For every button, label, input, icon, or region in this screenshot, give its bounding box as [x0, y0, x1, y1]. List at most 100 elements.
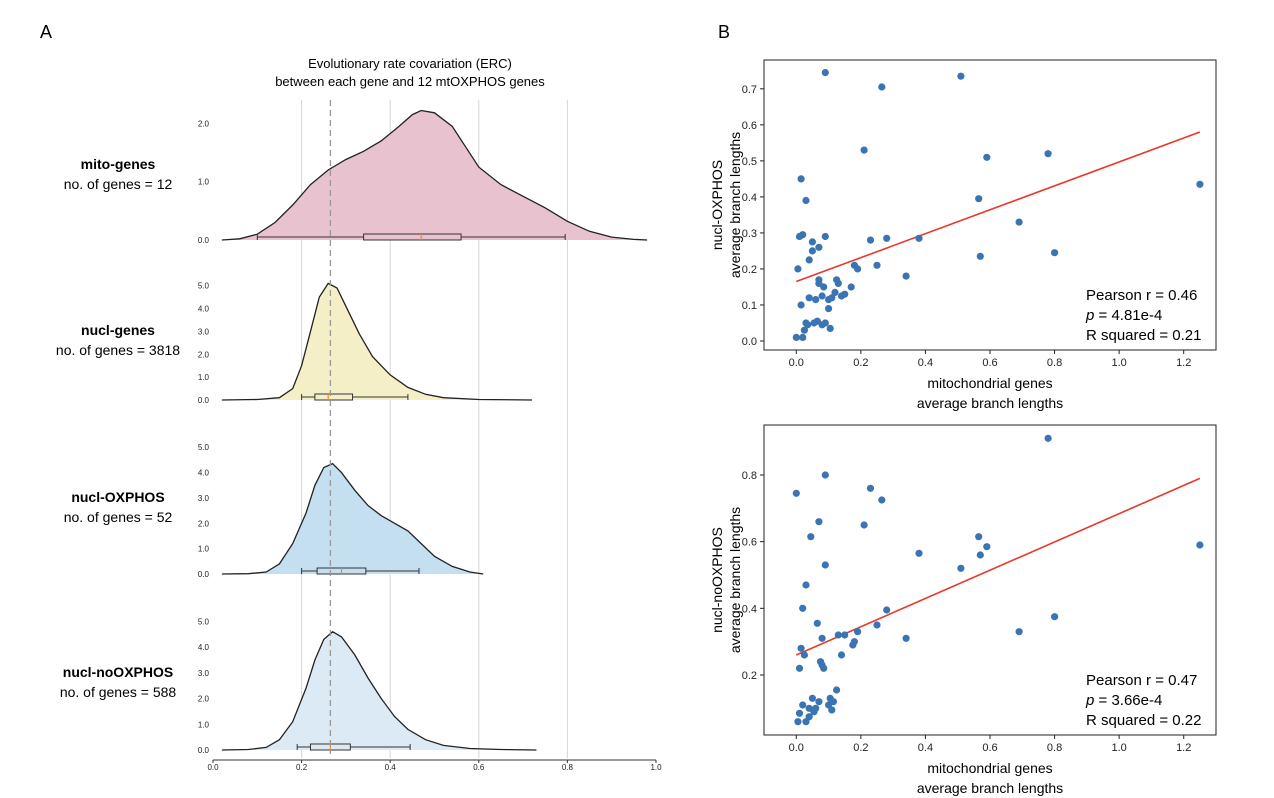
scatter-1-point — [983, 154, 990, 161]
scatter-2-y-tick-0: 0.2 — [742, 670, 757, 682]
panel-a-letter: A — [40, 22, 52, 42]
scatter-2-point — [828, 706, 835, 713]
scatter-1-point — [915, 235, 922, 242]
scatter-2-point — [796, 665, 803, 672]
scatter-2-point — [799, 605, 806, 612]
scatter-1-point — [825, 305, 832, 312]
scatter-1-y-tick-4: 0.4 — [742, 192, 757, 204]
scatter-1-y-tick-6: 0.6 — [742, 120, 757, 132]
scatter-2-y-tick-1: 0.4 — [742, 603, 757, 615]
scatter-2-point — [873, 621, 880, 628]
scatter-1-point — [1051, 249, 1058, 256]
scatter-2-x-tick-2: 0.4 — [918, 742, 933, 754]
scatter-1-stat-p-value: = 4.81e-4 — [1094, 307, 1162, 324]
scatter-2-point — [1045, 435, 1052, 442]
scatter-2-point — [1196, 541, 1203, 548]
scatter-plot-oxphos: 0.0 0.2 0.4 0.6 0.8 1.0 1.20.00.10.20.30.40.50… — [709, 60, 1216, 411]
violin-title-line2: between each gene and 12 mtOXPHOS genes — [275, 74, 545, 89]
scatter-1-point — [794, 265, 801, 272]
violin-group-2-density-fill — [222, 464, 483, 574]
scatter-2-point — [815, 518, 822, 525]
scatter-2-point — [867, 485, 874, 492]
violin-group-3-name: nucl-noOXPHOS — [63, 664, 173, 680]
panel-b-letter: B — [718, 22, 730, 42]
scatter-2-point — [1016, 628, 1023, 635]
scatter-2-point — [915, 550, 922, 557]
scatter-1-ylabel-line1: nucl-OXPHOS — [709, 160, 725, 250]
scatter-2-point — [833, 686, 840, 693]
scatter-2-point — [835, 631, 842, 638]
violin-group-2-y-tick-0: 0.0 — [198, 570, 210, 579]
scatter-1-point — [806, 256, 813, 263]
scatter-plot-nooxphos: 0.0 0.2 0.4 0.6 0.8 1.0 1.20.20.40.60.8mitocho… — [709, 425, 1216, 796]
scatter-2-stat-p: p = 3.66e-4 — [1085, 692, 1162, 709]
scatter-2-xlabel-line2: average branch lengths — [917, 780, 1063, 796]
scatter-2-x-tick-4: 0.8 — [1047, 742, 1062, 754]
scatter-1-y-tick-5: 0.5 — [742, 156, 757, 168]
violin-group-2-y-tick-3: 3.0 — [198, 494, 210, 503]
scatter-2-stat-pearson: Pearson r = 0.47 — [1086, 672, 1197, 689]
scatter-2-point — [798, 645, 805, 652]
scatter-2-point — [883, 606, 890, 613]
violin-x-tick-2: 0.4 — [385, 763, 397, 772]
violin-group-1-box — [315, 394, 353, 400]
scatter-2-y-tick-3: 0.8 — [742, 470, 757, 482]
scatter-1-x-tick-0: 0.0 — [789, 357, 804, 369]
scatter-1-x-tick-1: 0.2 — [853, 357, 868, 369]
scatter-2-ylabel-line1: nucl-noOXPHOS — [709, 527, 725, 633]
scatter-1-point — [793, 334, 800, 341]
scatter-1-point — [822, 319, 829, 326]
scatter-2-stat-r2: R squared = 0.22 — [1086, 712, 1202, 729]
scatter-1-x-tick-2: 0.4 — [918, 357, 933, 369]
scatter-2-point — [796, 710, 803, 717]
scatter-1-point — [798, 301, 805, 308]
scatter-2-point — [957, 565, 964, 572]
scatter-1-point — [841, 291, 848, 298]
scatter-2-point — [807, 533, 814, 540]
scatter-2-point — [1051, 613, 1058, 620]
violin-group-3-count: no. of genes = 588 — [60, 684, 177, 700]
scatter-2-point — [854, 628, 861, 635]
scatter-1-point — [804, 321, 811, 328]
scatter-1-point — [798, 175, 805, 182]
scatter-1-point — [1016, 219, 1023, 226]
scatter-1-point — [815, 244, 822, 251]
scatter-1-point — [809, 247, 816, 254]
violin-x-tick-0: 0.0 — [207, 763, 219, 772]
scatter-2-point — [861, 521, 868, 528]
scatter-2-point — [815, 698, 822, 705]
violin-group-0-box — [364, 234, 461, 240]
scatter-2-x-tick-5: 1.0 — [1111, 742, 1126, 754]
scatter-1-point — [802, 197, 809, 204]
scatter-2-point — [822, 561, 829, 568]
scatter-1-point — [822, 69, 829, 76]
scatter-2-point — [977, 551, 984, 558]
scatter-1-point — [822, 233, 829, 240]
scatter-2-ylabel-line2: average branch lengths — [727, 507, 743, 653]
scatter-2-point — [822, 471, 829, 478]
scatter-2-point — [830, 698, 837, 705]
scatter-1-x-tick-4: 0.8 — [1047, 357, 1062, 369]
scatter-2-x-tick-0: 0.0 — [789, 742, 804, 754]
scatter-1-point — [848, 283, 855, 290]
scatter-2-point — [794, 718, 801, 725]
scatter-1-point — [1196, 181, 1203, 188]
scatter-2-point — [878, 496, 885, 503]
violin-x-tick-5: 1.0 — [650, 763, 662, 772]
scatter-1-point — [806, 294, 813, 301]
scatter-1-point — [883, 235, 890, 242]
violin-group-0-name: mito-genes — [81, 156, 156, 172]
violin-group-0-y-tick-1: 1.0 — [198, 178, 210, 187]
scatter-2-point — [793, 490, 800, 497]
scatter-1-point — [809, 238, 816, 245]
violin-group-3-y-tick-0: 0.0 — [198, 746, 210, 755]
violin-group-3-y-tick-1: 1.0 — [198, 720, 210, 729]
scatter-1-point — [831, 289, 838, 296]
scatter-1-y-tick-3: 0.3 — [742, 228, 757, 240]
scatter-2-x-tick-1: 0.2 — [853, 742, 868, 754]
scatter-1-point — [819, 292, 826, 299]
scatter-1-point — [799, 231, 806, 238]
violin-group-1-y-tick-2: 2.0 — [198, 350, 210, 359]
violin-group-1-y-tick-3: 3.0 — [198, 327, 210, 336]
scatter-2-point — [819, 635, 826, 642]
